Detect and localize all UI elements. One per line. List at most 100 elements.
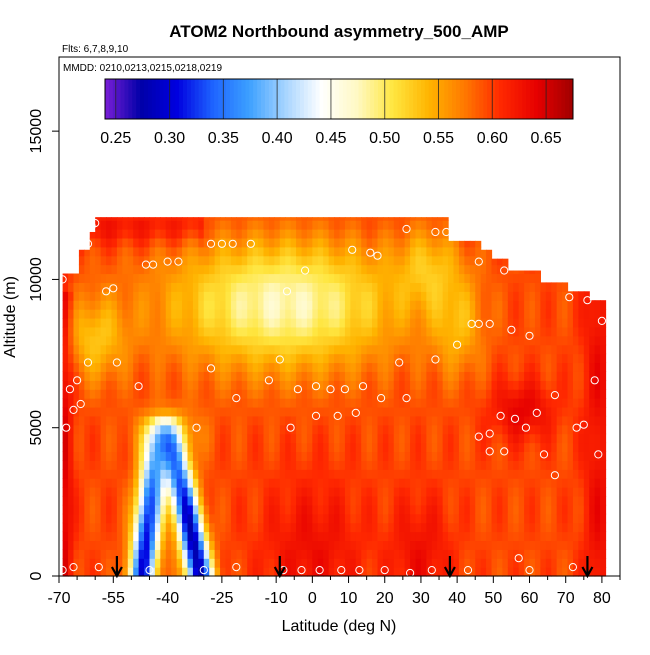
heatmap-cell xyxy=(214,567,221,577)
heatmap-cell xyxy=(187,291,194,301)
heatmap-cell xyxy=(339,335,346,346)
heatmap-cell xyxy=(399,424,406,435)
heatmap-cell xyxy=(296,513,303,524)
heatmap-cell xyxy=(328,273,335,283)
heatmap-cell xyxy=(122,415,129,426)
heatmap-cell xyxy=(133,478,140,488)
heatmap-cell xyxy=(306,344,313,355)
heatmap-cell xyxy=(154,478,161,488)
heatmap-cell xyxy=(171,478,178,488)
heatmap-cell xyxy=(448,246,455,257)
heatmap-cell xyxy=(274,335,281,346)
sample-point xyxy=(297,566,306,575)
heatmap-cell xyxy=(187,415,194,426)
colorbar-cell xyxy=(179,79,184,119)
heatmap-cell xyxy=(258,415,265,426)
heatmap-cell xyxy=(377,371,384,381)
heatmap-cell xyxy=(600,344,607,355)
heatmap-cell xyxy=(62,317,69,328)
heatmap-cell xyxy=(68,531,75,542)
heatmap-cell xyxy=(382,282,389,292)
heatmap-cell xyxy=(312,300,319,310)
heatmap-cell xyxy=(95,487,102,497)
heatmap-cell xyxy=(323,309,330,319)
colorbar-cell xyxy=(459,79,465,119)
heatmap-cell xyxy=(214,264,221,275)
heatmap-cell xyxy=(583,451,590,461)
heatmap-cell xyxy=(230,478,237,488)
heatmap-cell xyxy=(78,558,85,568)
heatmap-cell xyxy=(388,237,395,248)
heatmap-cell xyxy=(524,522,531,533)
heatmap-cell xyxy=(165,460,172,470)
heatmap-cell xyxy=(507,282,514,292)
heatmap-cell xyxy=(502,335,509,346)
colorbar-cell xyxy=(389,79,395,119)
heatmap-cell xyxy=(355,380,362,390)
heatmap-cell xyxy=(62,406,69,417)
heatmap-cell xyxy=(534,362,541,372)
heatmap-cell xyxy=(567,389,574,399)
heatmap-cell xyxy=(285,300,292,310)
heatmap-cell xyxy=(160,380,167,390)
heatmap-cell xyxy=(464,344,471,355)
heatmap-cell xyxy=(578,522,585,533)
heatmap-cell xyxy=(236,362,243,372)
heatmap-cell xyxy=(540,309,547,319)
sample-point xyxy=(590,376,599,385)
heatmap-cell xyxy=(176,451,183,461)
heatmap-cell xyxy=(529,549,536,559)
heatmap-cell xyxy=(426,513,433,524)
heatmap-cell xyxy=(502,549,509,559)
heatmap-cell xyxy=(344,362,351,372)
heatmap-cell xyxy=(290,317,297,328)
heatmap-cell xyxy=(203,522,210,533)
heatmap-cell xyxy=(540,353,547,364)
heatmap-cell xyxy=(301,362,308,372)
heatmap-cell xyxy=(84,371,91,381)
heatmap-cell xyxy=(556,380,563,390)
heatmap-cell xyxy=(68,495,75,506)
heatmap-cell xyxy=(388,362,395,372)
heatmap-cell xyxy=(388,273,395,283)
heatmap-cell xyxy=(165,567,172,577)
heatmap-cell xyxy=(426,531,433,542)
heatmap-cell xyxy=(268,433,275,444)
heatmap-cell xyxy=(247,300,254,310)
heatmap-cell xyxy=(469,398,476,408)
colorbar-cell xyxy=(417,79,422,119)
heatmap-cell xyxy=(415,344,422,355)
heatmap-cell xyxy=(241,424,248,435)
heatmap-cell xyxy=(106,309,113,319)
heatmap-cell xyxy=(600,389,607,399)
colorbar-cell xyxy=(159,79,164,119)
heatmap-cell xyxy=(84,558,91,568)
heatmap-cell xyxy=(388,220,395,230)
heatmap-cell xyxy=(572,433,579,444)
heatmap-cell xyxy=(89,531,96,542)
heatmap-cell xyxy=(187,309,194,319)
heatmap-cell xyxy=(496,442,503,453)
heatmap-cell xyxy=(100,371,107,381)
heatmap-cell xyxy=(475,522,482,533)
heatmap-cell xyxy=(127,371,134,381)
heatmap-cell xyxy=(160,522,167,533)
heatmap-cell xyxy=(442,478,449,488)
heatmap-cell xyxy=(160,353,167,364)
heatmap-cell xyxy=(317,255,324,266)
heatmap-cell xyxy=(160,504,167,515)
heatmap-cell xyxy=(165,389,172,399)
heatmap-cell xyxy=(323,389,330,399)
heatmap-cell xyxy=(301,309,308,319)
heatmap-cell xyxy=(68,558,75,568)
heatmap-cell xyxy=(182,326,189,337)
heatmap-cell xyxy=(556,371,563,381)
heatmap-cell xyxy=(518,380,525,390)
heatmap-cell xyxy=(578,433,585,444)
heatmap-cell xyxy=(323,353,330,364)
heatmap-cell xyxy=(442,326,449,337)
heatmap-cell xyxy=(404,522,411,533)
heatmap-cell xyxy=(480,442,487,453)
heatmap-cell xyxy=(220,549,227,559)
heatmap-cell xyxy=(171,495,178,506)
